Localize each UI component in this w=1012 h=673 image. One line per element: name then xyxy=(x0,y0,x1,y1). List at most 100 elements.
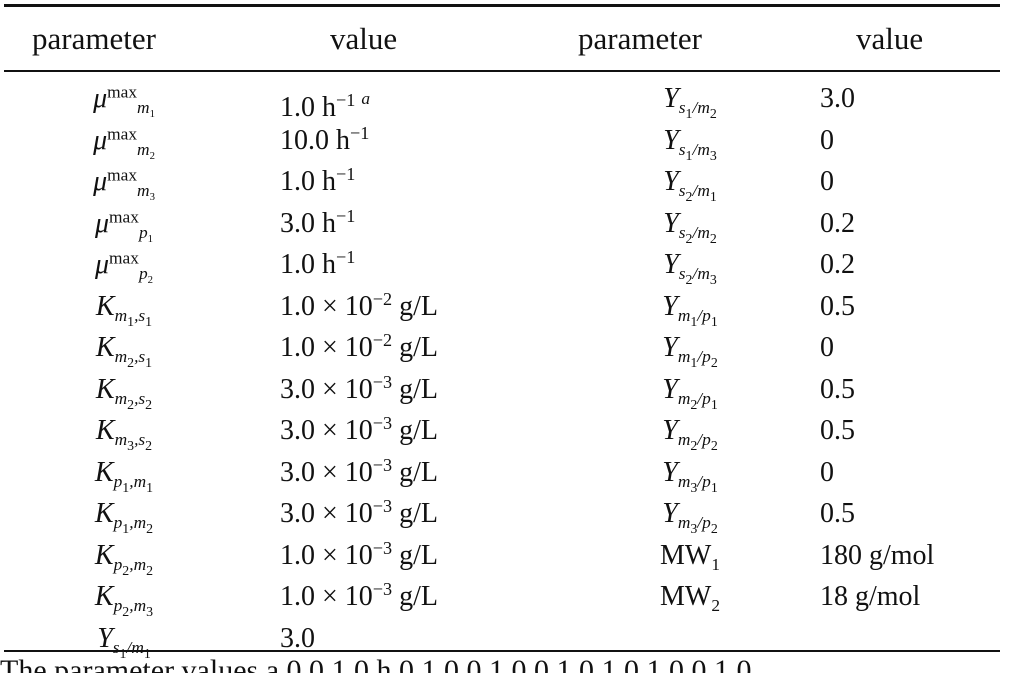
value-cell: 3.0 × 10−3 g/L xyxy=(280,493,438,535)
param-symbol: Kp1,m2 xyxy=(94,498,154,537)
param-symbol: Km1,s1 xyxy=(95,290,153,330)
parameter-table-body: μmaxm1 1.0 h−1 a Ys1/m2 3.0 μmaxm2 10.0 h−1 Ys1… xyxy=(0,78,1012,662)
value-cell: 0 xyxy=(820,456,834,488)
param-symbol: μmaxm1 xyxy=(93,82,155,120)
param-cell: Ys1/m3 xyxy=(570,120,810,164)
table-row: Km3,s2 3.0 × 10−3 g/L Ym2/p2 0.5 xyxy=(0,410,1012,454)
param-value: 3.0 × 10−3 g/L xyxy=(280,413,439,446)
param-cell: Ym1/p2 xyxy=(570,327,810,371)
param-symbol: Ym2/p2 xyxy=(662,415,718,454)
value-cell: 0.5 xyxy=(820,290,855,322)
table-row: Ys1/m1 3.0 xyxy=(0,618,1012,662)
table-row: Kp2,m3 1.0 × 10−3 g/L MW2 18 g/mol xyxy=(0,576,1012,619)
param-cell: μmaxm1 xyxy=(0,78,248,120)
value-cell: 10.0 h−1 xyxy=(280,120,369,162)
param-symbol: μmaxm2 xyxy=(93,123,155,162)
table-row: μmaxm3 1.0 h−1 Ys2/m1 0 xyxy=(0,161,1012,205)
table-row: μmaxp2 1.0 h−1 Ys2/m3 0.2 xyxy=(0,244,1012,288)
param-symbol: Km2,s2 xyxy=(95,373,153,413)
param-cell: Km2,s1 xyxy=(0,327,248,371)
param-cell: Ym1/p1 xyxy=(570,286,810,330)
param-cell: μmaxm2 xyxy=(0,120,248,162)
param-symbol: MW1 xyxy=(659,539,720,574)
param-cell: μmaxp1 xyxy=(0,203,248,245)
param-cell: Kp2,m2 xyxy=(0,535,248,579)
param-symbol: Ym1/p2 xyxy=(662,332,718,371)
value-cell: 3.0 × 10−3 g/L xyxy=(280,410,438,452)
param-value: 3.0 h−1 xyxy=(280,205,356,239)
param-value: 1.0 × 10−2 g/L xyxy=(280,288,439,322)
value-cell: 1.0 h−1 xyxy=(280,244,355,286)
param-symbol: Ys1/m2 xyxy=(663,83,717,122)
param-value: 1.0 × 10−2 g/L xyxy=(280,330,439,363)
param-symbol: Ym3/p2 xyxy=(662,498,718,537)
value-cell: 3.0 xyxy=(280,618,315,660)
value-cell: 3.0 h−1 xyxy=(280,203,355,245)
param-symbol: Kp2,m2 xyxy=(94,539,154,579)
param-cell: Km3,s2 xyxy=(0,410,248,454)
value-cell: 0.2 xyxy=(820,249,855,280)
table-row: Kp1,m1 3.0 × 10−3 g/L Ym3/p1 0 xyxy=(0,452,1012,494)
param-symbol: Ys1/m3 xyxy=(663,124,717,164)
value-cell: 1.0 × 10−2 g/L xyxy=(280,327,438,369)
param-symbol: Ym3/p1 xyxy=(662,456,718,496)
value-cell: 180 g/mol xyxy=(820,539,935,571)
table-row: μmaxp1 3.0 h−1 Ys2/m2 0.2 xyxy=(0,203,1012,245)
value-cell: 3.0 × 10−3 g/L xyxy=(280,452,438,494)
param-value: 1.0 h−1 xyxy=(280,164,356,197)
value-cell: 1.0 h−1 a xyxy=(280,78,371,124)
param-value: 1.0 × 10−3 g/L xyxy=(280,579,439,612)
table-row: Kp2,m2 1.0 × 10−3 g/L MW1 180 g/mol xyxy=(0,535,1012,577)
param-symbol: μmaxp1 xyxy=(94,206,153,245)
header-value-2: value xyxy=(856,21,924,56)
param-value: 1.0 × 10−3 g/L xyxy=(280,537,439,571)
param-cell: Kp1,m2 xyxy=(0,493,248,537)
param-value: 10.0 h−1 xyxy=(280,122,370,156)
param-symbol: Ys2/m3 xyxy=(663,249,717,288)
param-value: 3.0 × 10−3 g/L xyxy=(280,454,439,488)
param-cell: Ym2/p1 xyxy=(570,369,810,413)
table-top-rule xyxy=(4,4,1000,7)
param-symbol: Ys2/m1 xyxy=(663,166,717,205)
param-cell: Kp2,m3 xyxy=(0,576,248,619)
param-value: 1.0 h−1 xyxy=(280,247,356,280)
param-cell: Kp1,m1 xyxy=(0,452,248,495)
table-row: Km1,s1 1.0 × 10−2 g/L Ym1/p1 0.5 xyxy=(0,286,1012,328)
param-cell: Ys2/m3 xyxy=(570,244,810,288)
value-cell: 3.0 × 10−3 g/L xyxy=(280,369,438,411)
value-cell: 0 xyxy=(820,166,834,197)
param-cell: MW2 xyxy=(570,576,810,618)
param-symbol: Km2,s1 xyxy=(95,332,153,371)
header-parameter-1: parameter xyxy=(32,21,156,56)
truncated-caption-text: The parameter values a 0.0 1.0 h 0.1 0.0… xyxy=(0,654,752,673)
param-value: 1.0 h−1 a xyxy=(280,89,371,124)
value-cell: 3.0 xyxy=(820,83,855,114)
param-cell: Ys2/m2 xyxy=(570,203,810,246)
param-symbol: Ym2/p1 xyxy=(662,373,718,413)
param-cell: μmaxp2 xyxy=(0,244,248,286)
value-cell: 0.5 xyxy=(820,415,855,446)
value-cell: 0 xyxy=(820,332,834,363)
value-cell: 0.2 xyxy=(820,207,855,239)
header-value-1: value xyxy=(330,21,398,56)
value-cell: 1.0 h−1 xyxy=(280,161,355,203)
param-symbol: Ys1/m1 xyxy=(97,622,151,662)
value-cell: 0.5 xyxy=(820,498,855,529)
param-cell: Ym3/p2 xyxy=(570,493,810,537)
param-value: 3.0 × 10−3 g/L xyxy=(280,496,439,529)
param-symbol: MW2 xyxy=(659,581,720,616)
table-bottom-rule xyxy=(4,650,1000,652)
param-symbol: μmaxm3 xyxy=(93,165,155,203)
table-row: μmaxm1 1.0 h−1 a Ys1/m2 3.0 xyxy=(0,78,1012,124)
table-row: Km2,s2 3.0 × 10−3 g/L Ym2/p1 0.5 xyxy=(0,369,1012,411)
param-cell: Ym3/p1 xyxy=(570,452,810,496)
param-cell: MW1 xyxy=(570,535,810,577)
param-symbol: Ym1/p1 xyxy=(662,290,718,330)
value-cell: 1.0 × 10−2 g/L xyxy=(280,286,438,328)
param-symbol: Km3,s2 xyxy=(95,415,153,454)
table-row: μmaxm2 10.0 h−1 Ys1/m3 0 xyxy=(0,120,1012,162)
param-cell: Ys1/m2 xyxy=(570,78,810,122)
table-header-rule xyxy=(4,70,1000,72)
value-cell: 0.5 xyxy=(820,373,855,405)
table-row: Km2,s1 1.0 × 10−2 g/L Ym1/p2 0 xyxy=(0,327,1012,371)
